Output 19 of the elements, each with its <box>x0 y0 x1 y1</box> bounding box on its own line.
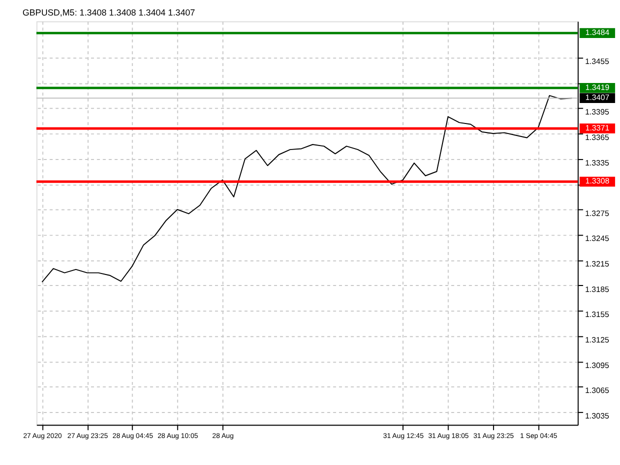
y-tick-label: 1.3095 <box>585 360 610 370</box>
chart-title: GBPUSD,M5: 1.3408 1.3408 1.3404 1.3407 <box>22 7 196 18</box>
y-tick-label: 1.3155 <box>585 310 610 320</box>
y-tick-label: 1.3035 <box>585 411 610 420</box>
y-tick-label: 1.3215 <box>585 260 610 269</box>
y-tick-label: 1.3365 <box>585 132 610 142</box>
y-tick-label: 1.3245 <box>585 234 610 244</box>
y-tick-label: 1.3065 <box>585 386 610 396</box>
y-tick-label: 1.3455 <box>585 56 610 66</box>
y-tick-label: 1.3335 <box>585 158 610 168</box>
y-tick-label: 1.3275 <box>585 208 610 218</box>
ref-line-label: 1.3419 <box>585 82 610 92</box>
y-tick-label: 1.3185 <box>585 284 610 294</box>
y-tick-label: 1.3125 <box>585 336 610 345</box>
ref-line-label: 1.3484 <box>585 28 610 38</box>
ref-line-label: 1.3407 <box>585 93 610 102</box>
y-tick-label: 1.3395 <box>585 108 610 117</box>
ref-line-label: 1.3371 <box>585 123 610 132</box>
ref-line-label: 1.3308 <box>585 176 610 186</box>
